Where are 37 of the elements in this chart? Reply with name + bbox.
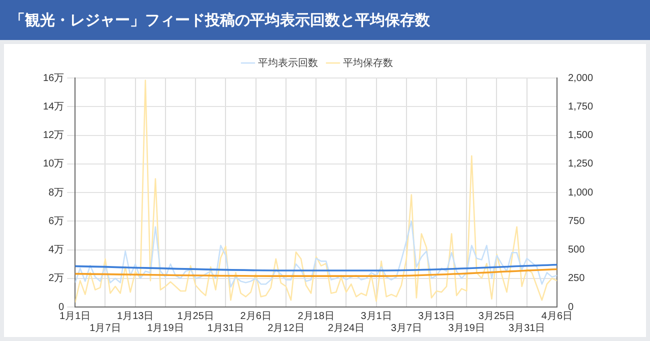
x-tick-label: 1月1日 (60, 310, 91, 322)
x-tick-label: 3月25日 (478, 310, 516, 322)
x-tick-label: 2月18日 (298, 310, 334, 322)
x-tick-label: 2月24日 (328, 322, 365, 334)
x-tick-label: 1月31日 (207, 322, 244, 334)
y2-tick-label: 1,250 (568, 158, 594, 170)
y2-tick-label: 750 (568, 216, 586, 227)
x-tick-label: 3月7日 (390, 322, 422, 334)
y-tick-label: 0 (58, 302, 65, 313)
x-tick-label: 2月6日 (240, 310, 272, 322)
y-tick-label: 16万 (43, 72, 64, 84)
y-tick-label: 6万 (48, 216, 64, 227)
x-tick-label: 3月13日 (418, 310, 455, 322)
x-tick-label: 3月19日 (448, 322, 485, 334)
x-tick-label: 2月12日 (268, 322, 304, 334)
y2-tick-label: 250 (568, 273, 586, 284)
y-tick-label: 8万 (48, 187, 64, 198)
x-tick-label: 1月25日 (177, 310, 214, 322)
y2-tick-label: 2,000 (568, 72, 594, 84)
y-tick-label: 14万 (43, 101, 64, 112)
y-tick-label: 4万 (48, 244, 64, 256)
x-tick-label: 3月31日 (508, 322, 546, 334)
y-tick-label: 10万 (43, 158, 64, 170)
y-tick-label: 2万 (48, 273, 64, 284)
y2-tick-label: 1,500 (568, 130, 594, 141)
y-tick-label: 12万 (43, 130, 64, 141)
y2-tick-label: 1,000 (568, 187, 594, 198)
y2-tick-label: 500 (568, 244, 586, 256)
x-tick-label: 4月6日 (541, 310, 573, 322)
x-tick-label: 1月19日 (147, 322, 184, 334)
legend-label: 平均表示回数 (258, 56, 318, 69)
legend-label: 平均保存数 (343, 56, 393, 69)
x-tick-label: 1月7日 (90, 322, 121, 334)
chart-title: 「観光・レジャー」フィード投稿の平均表示回数と平均保存数 (0, 0, 650, 40)
x-tick-label: 1月13日 (117, 310, 154, 322)
x-tick-label: 3月1日 (360, 310, 392, 322)
y2-tick-label: 1,750 (568, 101, 594, 112)
